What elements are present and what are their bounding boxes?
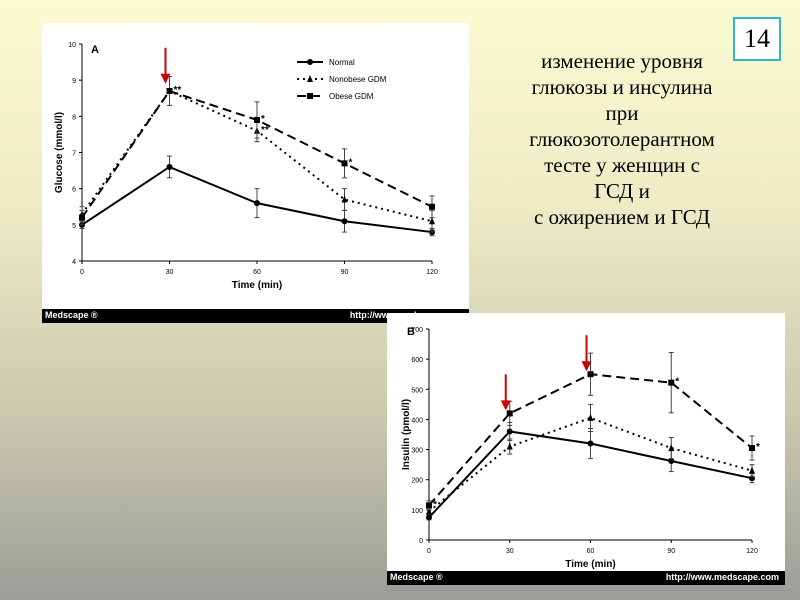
data-point — [254, 200, 260, 207]
glucose-chart: 4 5 6 7 8 9 10 0 30 60 90 120 Time (min) Glucose (mmo… — [54, 42, 438, 291]
significance-marker: ** — [174, 85, 182, 96]
medscape-credit: Medscape ® — [45, 310, 98, 320]
data-point — [587, 371, 594, 378]
x-tick-label: 30 — [166, 269, 174, 276]
insulin-chart: 0 100 200 300 400 500 600 700 0 30 60 90 120 Time (mi… — [401, 326, 760, 570]
x-tick-label: 60 — [253, 269, 261, 276]
y-tick-label: 500 — [411, 387, 423, 394]
data-point — [668, 444, 675, 452]
x-tick-label: 0 — [427, 548, 431, 555]
y-tick-label: 100 — [411, 508, 423, 515]
glucose-chart-figure: 4 5 6 7 8 9 10 0 30 60 90 120 Time (min) Glucose (mmo… — [42, 23, 469, 323]
panel-label: B — [407, 326, 415, 338]
y-tick-label: 4 — [72, 259, 76, 266]
data-point — [79, 214, 85, 221]
y-tick-label: 6 — [72, 187, 76, 194]
data-point — [426, 507, 432, 515]
significance-marker: * — [349, 157, 353, 168]
caption-line: ГСД и — [594, 179, 650, 203]
insulin-chart-figure: 0 100 200 300 400 500 600 700 0 30 60 90 120 Time (mi… — [387, 313, 785, 585]
data-point — [506, 410, 513, 417]
data-point — [166, 163, 173, 170]
data-point — [587, 440, 594, 447]
figure-source-bar: Medscape ® http://www.medscape.com — [387, 571, 785, 585]
data-point — [307, 93, 313, 99]
medscape-url: http://www.medscape.com — [665, 572, 779, 582]
data-point — [668, 458, 675, 465]
data-point — [587, 413, 594, 421]
y-tick-label: 5 — [72, 223, 76, 230]
panel-label: A — [91, 44, 99, 56]
y-axis-label: Glucose (mmol/l) — [54, 112, 65, 193]
y-tick-label: 200 — [411, 478, 423, 485]
data-point — [426, 514, 432, 521]
x-tick-label: 60 — [587, 548, 595, 555]
caption-line: глюкозотолерантном — [529, 127, 715, 151]
significance-marker: * — [675, 377, 679, 388]
data-point — [429, 217, 435, 225]
red-arrow-head — [500, 400, 511, 411]
y-tick-label: 9 — [72, 78, 76, 85]
y-tick-label: 0 — [419, 538, 423, 545]
x-tick-label: 90 — [341, 269, 349, 276]
significance-marker: * — [261, 114, 265, 125]
caption-line: с ожирением и ГСД — [533, 205, 711, 229]
significance-marker: * — [756, 442, 760, 453]
y-tick-label: 700 — [411, 327, 423, 334]
y-tick-label: 7 — [72, 151, 76, 158]
caption-line: изменение уровня — [541, 49, 703, 73]
data-point — [307, 59, 313, 65]
red-arrow-head — [581, 361, 592, 372]
data-point — [341, 160, 348, 167]
data-point — [307, 75, 313, 82]
significance-marker: * — [433, 499, 437, 510]
data-point — [506, 428, 513, 435]
data-point — [254, 116, 260, 123]
legend-label: Obese GDM — [329, 92, 374, 101]
legend-label: Normal — [329, 58, 355, 67]
data-point — [426, 502, 432, 509]
significance-marker: ** — [261, 125, 269, 136]
data-point — [341, 218, 348, 225]
x-tick-label: 0 — [80, 269, 84, 276]
red-arrow-head — [160, 73, 171, 84]
caption-line: при — [605, 101, 639, 125]
data-point — [749, 445, 755, 452]
x-tick-label: 30 — [506, 548, 514, 555]
x-tick-label: 120 — [426, 269, 438, 276]
data-point — [341, 195, 348, 203]
medscape-credit: Medscape ® — [390, 572, 443, 582]
data-point — [506, 442, 513, 450]
legend-label: Nonobese GDM — [329, 75, 387, 84]
y-tick-label: 600 — [411, 357, 423, 364]
caption-line: глюкозы и инсулина — [531, 75, 713, 99]
x-axis-label: Time (min) — [565, 559, 615, 570]
x-tick-label: 90 — [667, 548, 675, 555]
y-tick-label: 300 — [411, 448, 423, 455]
x-tick-label: 120 — [746, 548, 758, 555]
caption-line: тесте у женщин с — [544, 153, 700, 177]
x-axis-label: Time (min) — [232, 280, 282, 291]
y-tick-label: 10 — [68, 42, 76, 49]
y-tick-label: 400 — [411, 417, 423, 424]
slide-caption: изменение уровня глюкозы и инсулина при … — [492, 48, 752, 230]
data-point — [749, 466, 755, 474]
y-tick-label: 8 — [72, 114, 76, 121]
data-point — [429, 203, 435, 210]
y-axis-label: Insulin (pmol/l) — [401, 399, 412, 470]
data-point — [166, 88, 173, 95]
slide-number: 14 — [733, 17, 781, 61]
data-point — [668, 379, 675, 386]
